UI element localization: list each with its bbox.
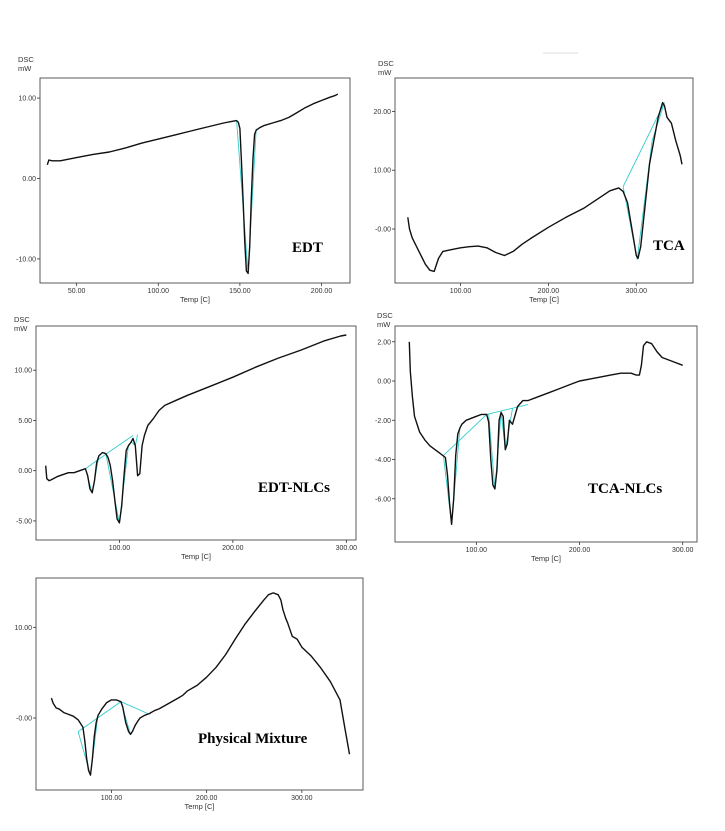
- x-axis-label: Temp [C]: [180, 295, 210, 304]
- x-axis-label: Temp [C]: [531, 554, 561, 563]
- panel-label: TCA: [653, 238, 685, 254]
- x-axis-label: Temp [C]: [181, 552, 211, 561]
- y-tick-label: 0.00: [377, 379, 391, 386]
- x-tick-label: 150.00: [229, 288, 251, 295]
- y-tick-label: -5.00: [16, 518, 32, 525]
- y-axis-unit: mW: [377, 320, 391, 329]
- y-tick-label: 0.00: [18, 468, 32, 475]
- peak-baseline: [85, 435, 134, 470]
- x-tick-label: 200.00: [538, 288, 560, 295]
- dsc-curve: [45, 334, 347, 524]
- x-axis-label: Temp [C]: [529, 295, 559, 304]
- dsc-panel-5: 10.00 -0.00 100.00 200.00 300.00 Temp [C] Phys…: [14, 577, 364, 811]
- peak-baseline: [622, 102, 665, 187]
- x-tick-label: 100.00: [450, 288, 472, 295]
- plot-frame: [394, 325, 698, 543]
- plot-frame: [394, 77, 694, 284]
- y-axis-title: DSC: [18, 55, 34, 64]
- x-tick-label: 300.00: [626, 288, 648, 295]
- dsc-curve: [408, 341, 683, 525]
- plot-frame: [35, 325, 357, 541]
- x-tick-label: 50.00: [68, 288, 86, 295]
- x-axis-label: Temp [C]: [184, 802, 214, 811]
- y-axis-unit: mW: [378, 68, 392, 77]
- y-tick-label: 0.00: [22, 176, 36, 183]
- y-axis-title: DSC: [377, 311, 393, 320]
- y-tick-label: 10.00: [373, 168, 391, 175]
- y-axis-title: DSC: [378, 59, 394, 68]
- y-tick-label: -4.00: [375, 457, 391, 464]
- panel-label: TCA-NLCs: [588, 481, 662, 497]
- panel-label: EDT: [292, 240, 323, 256]
- y-tick-label: -0.00: [16, 716, 32, 723]
- y-tick-label: 20.00: [373, 109, 391, 116]
- panel-label: Physical Mixture: [198, 731, 308, 747]
- panel-label: EDT-NLCs: [258, 480, 330, 496]
- x-tick-label: 200.00: [311, 288, 333, 295]
- y-tick-label: 10.00: [18, 96, 36, 103]
- y-axis-title: DSC: [14, 315, 30, 324]
- x-tick-label: 300.00: [336, 545, 358, 552]
- y-tick-label: 10.00: [14, 368, 32, 375]
- dsc-curve: [50, 592, 351, 776]
- x-tick-label: 200.00: [196, 795, 218, 802]
- y-tick-label: 2.00: [377, 339, 391, 346]
- dsc-curve: [407, 101, 683, 273]
- x-tick-label: 100.00: [466, 547, 488, 554]
- dsc-curve: [46, 93, 339, 275]
- x-tick-label: 300.00: [291, 795, 313, 802]
- x-tick-label: 100.00: [101, 795, 123, 802]
- y-tick-label: 5.00: [18, 418, 32, 425]
- y-tick-label: -6.00: [375, 496, 391, 503]
- y-tick-label: -10.00: [16, 256, 36, 263]
- y-axis-unit: mW: [18, 64, 32, 73]
- x-tick-label: 300.00: [672, 547, 694, 554]
- y-axis-unit: mW: [14, 324, 28, 333]
- x-tick-label: 200.00: [569, 547, 591, 554]
- y-tick-label: 10.00: [14, 625, 32, 632]
- x-tick-label: 200.00: [222, 545, 244, 552]
- y-tick-label: -0.00: [375, 227, 391, 234]
- y-tick-label: -2.00: [375, 418, 391, 425]
- x-tick-label: 100.00: [109, 545, 131, 552]
- x-tick-label: 100.00: [148, 288, 170, 295]
- peak-baseline: [622, 102, 665, 260]
